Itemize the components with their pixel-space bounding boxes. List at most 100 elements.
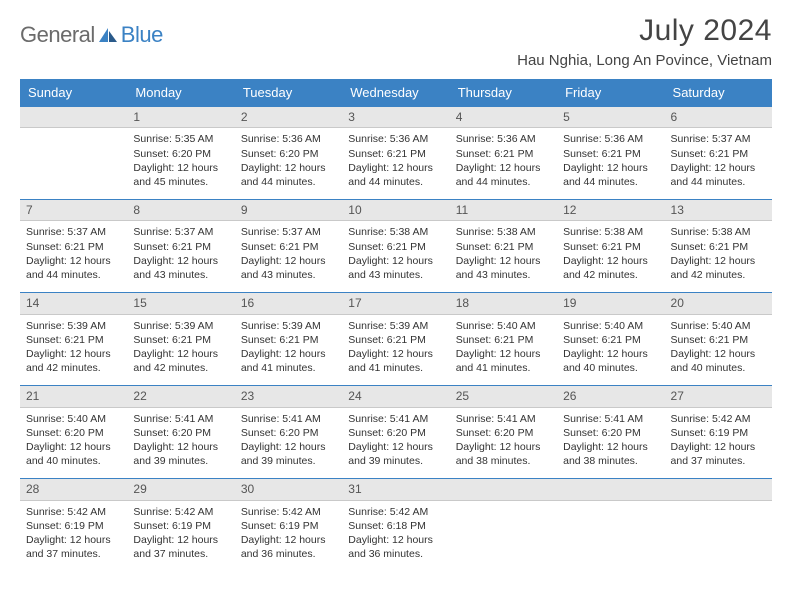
day-line: Sunrise: 5:38 AM [348,225,443,239]
day-line: Daylight: 12 hours [348,161,443,175]
day-number-row: 21222324252627 [20,386,772,407]
weekday-header: Sunday [20,79,127,107]
day-line: Daylight: 12 hours [348,254,443,268]
day-line: and 45 minutes. [133,175,228,189]
day-line: and 44 minutes. [348,175,443,189]
day-cell: Sunrise: 5:40 AMSunset: 6:21 PMDaylight:… [450,314,557,386]
day-line: Daylight: 12 hours [26,440,121,454]
day-line: Sunrise: 5:37 AM [26,225,121,239]
day-line: Sunrise: 5:42 AM [671,412,766,426]
weekday-header-row: Sunday Monday Tuesday Wednesday Thursday… [20,79,772,107]
day-line: Daylight: 12 hours [671,347,766,361]
day-line: Sunset: 6:21 PM [133,240,228,254]
day-line: and 38 minutes. [456,454,551,468]
day-number: 14 [20,293,127,314]
day-cell: Sunrise: 5:37 AMSunset: 6:21 PMDaylight:… [20,221,127,293]
day-line: Daylight: 12 hours [348,347,443,361]
day-line: and 40 minutes. [26,454,121,468]
day-number: 7 [20,200,127,221]
day-cell: Sunrise: 5:42 AMSunset: 6:19 PMDaylight:… [235,500,342,571]
day-line: Sunset: 6:20 PM [133,426,228,440]
day-line: and 36 minutes. [241,547,336,561]
day-line: Sunrise: 5:41 AM [241,412,336,426]
day-line: Daylight: 12 hours [133,161,228,175]
day-line: and 44 minutes. [671,175,766,189]
day-number: 29 [127,479,234,500]
day-body-row: Sunrise: 5:40 AMSunset: 6:20 PMDaylight:… [20,407,772,479]
day-line: Sunset: 6:21 PM [456,147,551,161]
day-line: Sunrise: 5:37 AM [241,225,336,239]
day-line: Sunrise: 5:41 AM [563,412,658,426]
day-cell: Sunrise: 5:41 AMSunset: 6:20 PMDaylight:… [342,407,449,479]
day-number: 19 [557,293,664,314]
sail-icon [97,26,119,44]
day-number: 25 [450,386,557,407]
day-number: 22 [127,386,234,407]
day-line: Daylight: 12 hours [26,347,121,361]
day-line: Sunrise: 5:37 AM [671,132,766,146]
day-cell [557,500,664,571]
day-number: 12 [557,200,664,221]
day-line: Daylight: 12 hours [348,533,443,547]
day-line: and 43 minutes. [133,268,228,282]
day-line: Daylight: 12 hours [133,440,228,454]
day-cell: Sunrise: 5:42 AMSunset: 6:19 PMDaylight:… [127,500,234,571]
day-line: Sunset: 6:21 PM [133,333,228,347]
day-line: and 42 minutes. [671,268,766,282]
day-number: 13 [665,200,772,221]
day-line: Sunset: 6:19 PM [133,519,228,533]
day-line: and 41 minutes. [456,361,551,375]
day-number: 10 [342,200,449,221]
weekday-header: Tuesday [235,79,342,107]
day-line: and 44 minutes. [563,175,658,189]
day-line: Daylight: 12 hours [241,254,336,268]
day-line: Sunset: 6:20 PM [26,426,121,440]
day-line: Daylight: 12 hours [26,533,121,547]
day-cell: Sunrise: 5:40 AMSunset: 6:20 PMDaylight:… [20,407,127,479]
day-line: Sunrise: 5:38 AM [456,225,551,239]
weekday-header: Monday [127,79,234,107]
day-cell: Sunrise: 5:41 AMSunset: 6:20 PMDaylight:… [557,407,664,479]
day-line: Sunset: 6:20 PM [456,426,551,440]
day-line: Sunset: 6:21 PM [348,333,443,347]
day-number: 31 [342,479,449,500]
day-line: Sunrise: 5:38 AM [671,225,766,239]
day-number: 2 [235,107,342,128]
day-line: Sunset: 6:21 PM [671,240,766,254]
day-cell: Sunrise: 5:35 AMSunset: 6:20 PMDaylight:… [127,128,234,200]
day-line: Sunset: 6:21 PM [456,240,551,254]
day-number: 27 [665,386,772,407]
day-line: and 43 minutes. [348,268,443,282]
day-line: Daylight: 12 hours [241,161,336,175]
day-number [20,107,127,128]
day-line: Daylight: 12 hours [671,440,766,454]
day-body-row: Sunrise: 5:39 AMSunset: 6:21 PMDaylight:… [20,314,772,386]
day-line: Sunrise: 5:40 AM [671,319,766,333]
day-line: Sunset: 6:20 PM [563,426,658,440]
day-line: Sunset: 6:21 PM [563,240,658,254]
day-number: 11 [450,200,557,221]
weekday-header: Wednesday [342,79,449,107]
day-line: Daylight: 12 hours [456,254,551,268]
day-line: Daylight: 12 hours [348,440,443,454]
day-line: Sunrise: 5:39 AM [26,319,121,333]
day-cell [20,128,127,200]
day-line: Daylight: 12 hours [671,161,766,175]
day-line: Sunrise: 5:42 AM [26,505,121,519]
day-line: Sunrise: 5:41 AM [348,412,443,426]
day-number [665,479,772,500]
day-number: 30 [235,479,342,500]
day-number: 20 [665,293,772,314]
day-number-row: 28293031 [20,479,772,500]
day-line: Sunrise: 5:37 AM [133,225,228,239]
header: General Blue July 2024 [20,14,772,48]
day-line: and 37 minutes. [671,454,766,468]
day-number: 16 [235,293,342,314]
day-line: Sunset: 6:21 PM [671,147,766,161]
day-cell: Sunrise: 5:37 AMSunset: 6:21 PMDaylight:… [235,221,342,293]
day-line: Daylight: 12 hours [563,161,658,175]
day-number: 1 [127,107,234,128]
day-line: Sunset: 6:21 PM [26,333,121,347]
day-cell: Sunrise: 5:38 AMSunset: 6:21 PMDaylight:… [450,221,557,293]
day-line: Sunset: 6:19 PM [241,519,336,533]
